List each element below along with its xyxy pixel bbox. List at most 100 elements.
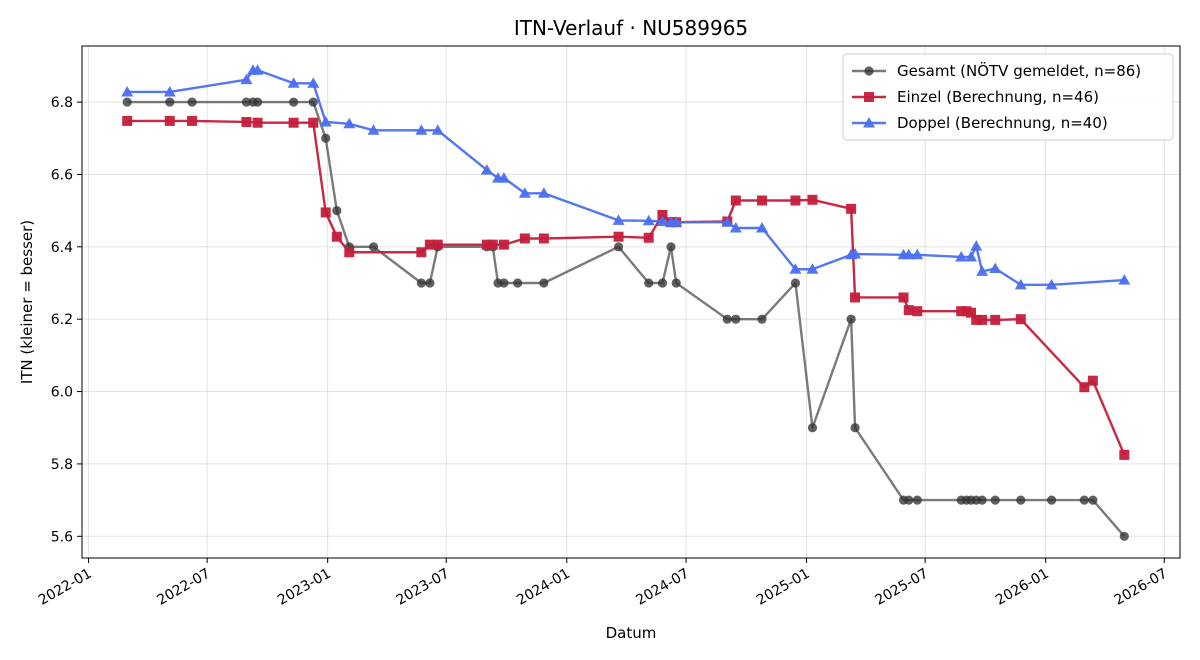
data-point (1119, 531, 1129, 541)
data-point (1118, 274, 1131, 285)
data-point (731, 314, 741, 324)
data-point (729, 222, 742, 233)
data-point (537, 187, 550, 198)
data-point (790, 195, 801, 206)
data-point (121, 85, 134, 97)
data-point (789, 263, 802, 274)
data-point (480, 164, 493, 175)
data-point (721, 216, 734, 227)
data-point (187, 97, 197, 107)
legend-marker (864, 92, 874, 102)
data-point (416, 278, 426, 288)
data-point (425, 278, 435, 288)
data-point (756, 222, 769, 233)
data-point (898, 292, 909, 303)
data-point (519, 233, 530, 244)
data-point (1015, 314, 1026, 325)
data-point (518, 187, 531, 198)
data-point (332, 206, 342, 216)
y-tick-label: 5.6 (51, 529, 73, 545)
data-point (344, 247, 355, 258)
data-point (642, 214, 655, 226)
data-point (990, 314, 1001, 325)
data-point (902, 248, 915, 260)
data-point (807, 423, 818, 433)
data-point (722, 314, 732, 324)
data-point (989, 262, 1002, 274)
legend: Gesamt (NÖTV gemeldet, n=86) Einzel (Bere… (842, 53, 1174, 141)
data-point (165, 97, 175, 107)
y-tick-label: 6.0 (51, 385, 73, 401)
data-point (976, 265, 989, 276)
data-point (288, 117, 299, 128)
data-point (240, 73, 253, 85)
data-point (977, 495, 987, 505)
data-point (644, 278, 654, 288)
data-point (538, 233, 549, 244)
data-point (368, 242, 379, 252)
series-line-doppel (127, 69, 1125, 287)
data-point (1016, 495, 1026, 505)
y-tick-label: 6.4 (51, 240, 73, 256)
data-point (287, 77, 300, 88)
data-point (970, 240, 983, 251)
data-point (241, 97, 252, 107)
legend-item-doppel: Doppel (Berechnung, n=40) (852, 114, 1108, 132)
data-point (613, 231, 624, 242)
data-point (481, 239, 492, 250)
y-axis-title: ITN (kleiner = besser) (18, 220, 36, 384)
data-point (163, 85, 176, 97)
legend-label: Gesamt (NÖTV gemeldet, n=86) (897, 61, 1141, 80)
data-point (320, 207, 331, 218)
data-point (977, 314, 988, 325)
data-point (539, 278, 549, 288)
data-point (956, 306, 967, 317)
data-point (1079, 382, 1090, 393)
legend-item-gesamt: Gesamt (NÖTV gemeldet, n=86) (852, 61, 1141, 80)
data-point (965, 250, 978, 262)
data-point (432, 239, 443, 250)
data-point (164, 115, 175, 126)
data-point (319, 115, 332, 127)
data-point (643, 232, 654, 243)
data-point (487, 239, 498, 250)
data-point (806, 263, 819, 274)
data-point (971, 314, 982, 325)
data-point (912, 306, 923, 317)
y-tick-label: 6.8 (51, 95, 73, 111)
data-point (321, 133, 331, 143)
data-point (846, 314, 856, 324)
data-point (846, 203, 857, 214)
data-point (367, 124, 380, 135)
data-point (1088, 495, 1098, 505)
data-point (241, 116, 252, 127)
y-tick-label: 6.2 (51, 312, 73, 328)
data-point (252, 117, 263, 128)
data-point (666, 242, 676, 252)
data-point (730, 195, 741, 206)
data-point (415, 124, 428, 135)
legend-label: Einzel (Berechnung, n=46) (897, 88, 1099, 106)
data-point (1014, 278, 1027, 290)
data-point (757, 195, 768, 206)
chart-title: ITN-Verlauf · NU589965 (514, 16, 748, 40)
data-point (416, 247, 427, 258)
y-tick-label: 6.6 (51, 167, 73, 183)
data-point (849, 248, 862, 259)
series-doppel (121, 64, 1131, 290)
data-point (670, 216, 683, 227)
data-point (657, 209, 668, 220)
data-point (911, 248, 924, 260)
data-point (343, 117, 356, 129)
y-tick-label: 5.8 (51, 457, 73, 473)
data-point (850, 292, 861, 303)
series-layer (121, 64, 1131, 541)
data-point (757, 314, 767, 324)
data-point (187, 115, 198, 126)
data-point (807, 194, 818, 205)
data-point (990, 495, 1000, 505)
data-point (498, 239, 509, 250)
data-point (289, 97, 299, 107)
data-point (966, 307, 977, 318)
x-axis-title: Datum (606, 624, 657, 642)
